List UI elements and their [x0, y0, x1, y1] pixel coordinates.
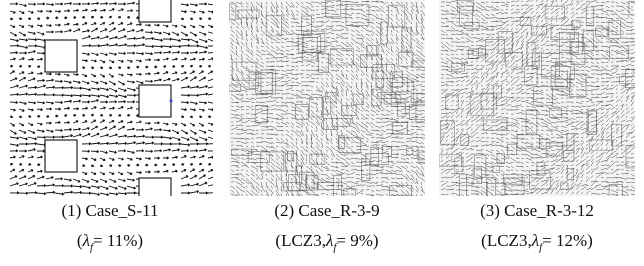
param-text: (LCZ3,: [481, 231, 532, 250]
param-text: = 12%): [542, 231, 593, 250]
building-block: [139, 85, 171, 117]
caption-param: (LCZ3,λf= 12%): [432, 226, 642, 262]
building-block: [139, 178, 171, 196]
flow-image: [7, 0, 213, 196]
param-text: = 9%): [336, 231, 378, 250]
panel: (2) Case_R-3-9 (LCZ3,λf= 9%): [222, 0, 432, 262]
building-block: [45, 140, 77, 172]
caption-label: (3) Case_R-3-12: [432, 196, 642, 226]
param-symbol: λ: [83, 231, 90, 250]
panel: (3) Case_R-3-12 (LCZ3,λf= 12%): [432, 0, 642, 262]
caption-param: (LCZ3,λf= 9%): [222, 226, 432, 262]
param-text: (LCZ3,: [275, 231, 326, 250]
marker-dot: [170, 100, 173, 103]
figure: (1) Case_S-11 (λf= 11%) (2) Case_R-3-9 (…: [0, 0, 644, 266]
param-symbol: λ: [532, 231, 539, 250]
caption-param: (λf= 11%): [5, 226, 215, 262]
caption-label: (1) Case_S-11: [5, 196, 215, 226]
building-block: [139, 0, 171, 22]
flow-image: [229, 0, 425, 196]
flow-image: [439, 0, 635, 196]
param-text: = 11%): [93, 231, 143, 250]
panel: (1) Case_S-11 (λf= 11%): [5, 0, 215, 262]
caption-label: (2) Case_R-3-9: [222, 196, 432, 226]
building-block: [45, 40, 77, 72]
